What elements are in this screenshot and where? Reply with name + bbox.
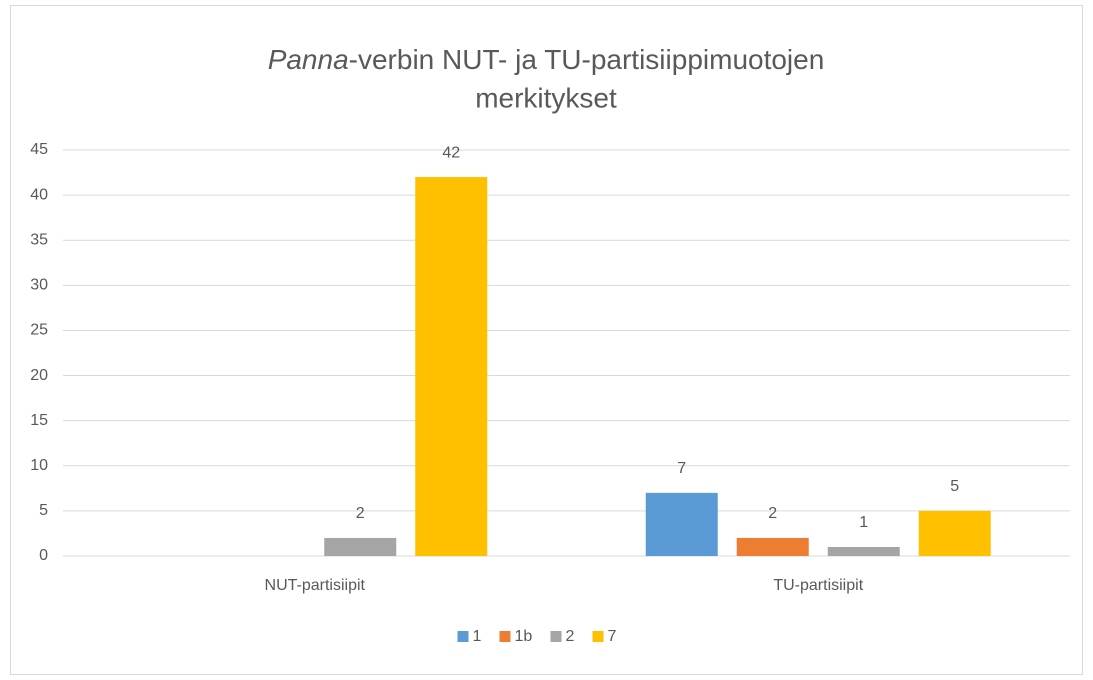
- title-rest: -verbin NUT- ja TU-partisiippimuotojen: [349, 44, 825, 75]
- title-italic: Panna: [268, 44, 349, 75]
- legend-swatch: [499, 631, 511, 642]
- legend-swatch: [550, 631, 562, 642]
- y-tick-label: 40: [30, 186, 48, 203]
- y-tick-label: 25: [30, 322, 48, 339]
- data-label: 1: [859, 514, 868, 531]
- y-tick-label: 30: [30, 277, 48, 294]
- y-tick-label: 35: [30, 231, 48, 248]
- legend-swatch: [457, 631, 469, 642]
- y-tick-label: 15: [30, 412, 48, 429]
- bar: [736, 537, 809, 556]
- y-tick-label: 5: [39, 502, 48, 519]
- chart-title: Panna-verbin NUT- ja TU-partisiippimuoto…: [268, 44, 825, 75]
- y-tick-label: 45: [30, 141, 48, 158]
- bar: [827, 546, 900, 556]
- bar: [324, 537, 397, 556]
- y-tick-label: 0: [39, 547, 48, 564]
- x-tick-label: NUT-partisiipit: [265, 577, 366, 594]
- bar: [918, 510, 991, 556]
- legend-label: 2: [566, 628, 575, 645]
- data-label: 2: [768, 505, 777, 522]
- bar: [645, 492, 718, 556]
- chart-title-line2: merkitykset: [475, 82, 617, 113]
- y-tick-label: 10: [30, 457, 48, 474]
- data-label: 42: [442, 144, 460, 161]
- legend-label: 1b: [515, 628, 533, 645]
- x-tick-label: TU-partisiipit: [773, 577, 863, 594]
- data-label: 2: [356, 505, 365, 522]
- legend-swatch: [592, 631, 604, 642]
- bar: [415, 177, 488, 557]
- y-tick-label: 20: [30, 367, 48, 384]
- data-label: 5: [950, 478, 959, 495]
- chart-frame: [10, 5, 1083, 675]
- legend-label: 7: [608, 628, 617, 645]
- legend-label: 1: [473, 628, 482, 645]
- data-label: 7: [677, 460, 686, 477]
